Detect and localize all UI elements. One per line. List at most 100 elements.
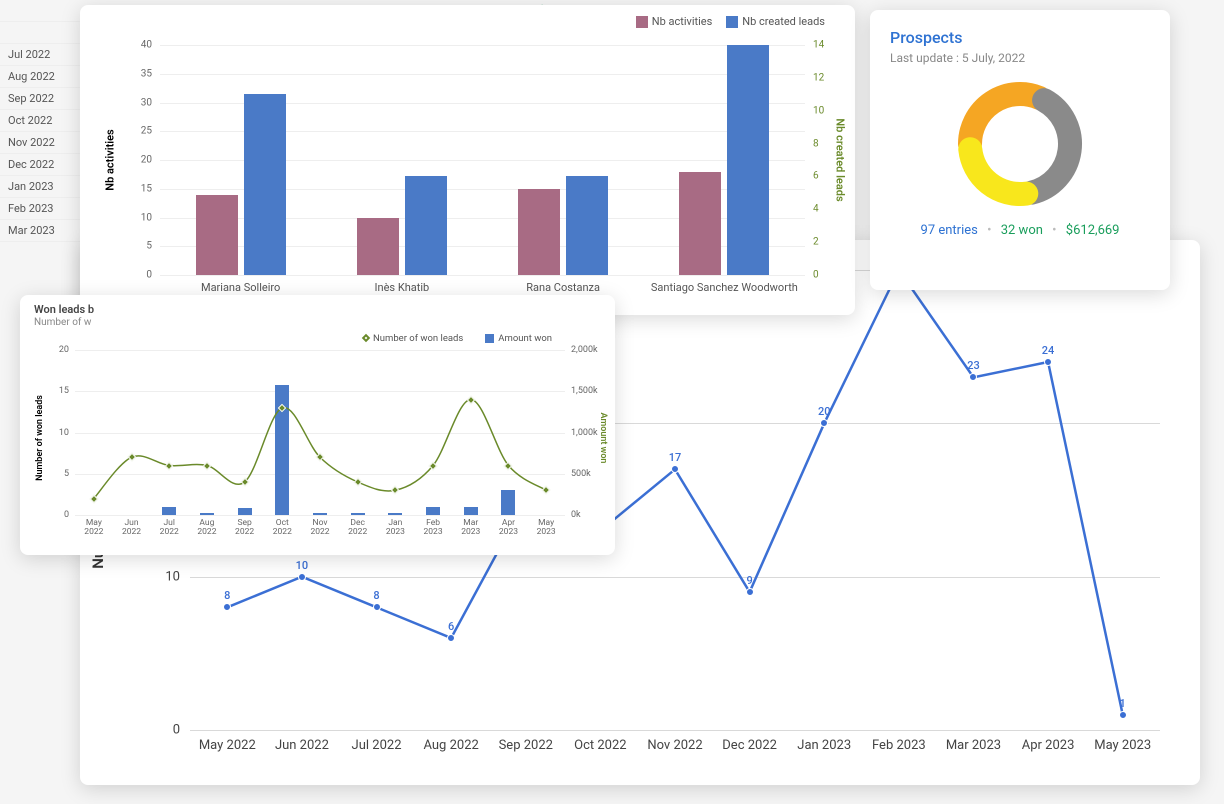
line-value-label: 20 — [818, 405, 831, 418]
ytick-right: 4 — [805, 204, 819, 215]
won-plot: 051015200k500k1,000k1,500k2,000kMay2022J… — [75, 350, 565, 515]
xtick-label: Jul2022 — [160, 515, 179, 538]
ytick-right: 14 — [805, 40, 824, 51]
bar-created-leads — [566, 176, 608, 275]
xtick-label: Sep 2022 — [499, 730, 553, 753]
xtick-label: Santiago Sanchez Woodworth — [651, 275, 798, 294]
line-value-label: 9 — [746, 574, 752, 587]
gridline — [75, 474, 565, 475]
ytick-left: 25 — [141, 126, 160, 137]
donut-segment — [970, 149, 1026, 194]
ytick: 10 — [165, 569, 190, 584]
bar-created-leads — [244, 94, 286, 275]
ytick-right: 500k — [565, 469, 591, 479]
prospects-subtitle: Last update : 5 July, 2022 — [890, 51, 1150, 65]
xtick-label: Rana Costanza — [526, 275, 600, 294]
line-value-label: 8 — [373, 589, 379, 602]
bar-amount-won — [501, 490, 515, 515]
bar-activities — [679, 172, 721, 276]
activities-ylabel-right: Nb created leads — [834, 118, 847, 201]
ytick-left: 40 — [141, 40, 160, 51]
line-point — [542, 486, 550, 494]
prospects-card: Prospects Last update : 5 July, 2022 97 … — [870, 10, 1170, 290]
line-point — [240, 478, 248, 486]
ytick-right: 12 — [805, 72, 824, 83]
prospects-title: Prospects — [890, 28, 1150, 47]
xtick-label: Feb2023 — [424, 515, 443, 538]
gridline — [75, 391, 565, 392]
line-point — [298, 573, 306, 581]
ytick-left: 5 — [64, 469, 75, 479]
ytick-right: 0k — [565, 510, 581, 520]
ytick-right: 2 — [805, 237, 819, 248]
ytick-left: 10 — [141, 212, 160, 223]
xtick-label: Sep2022 — [235, 515, 254, 538]
line-point — [969, 373, 977, 381]
ytick-right: 0 — [805, 270, 819, 281]
xtick-label: Oct 2022 — [574, 730, 626, 753]
table-cell: Sep 2022 — [0, 88, 69, 110]
ytick-left: 30 — [141, 97, 160, 108]
prospects-won: 32 won — [1001, 223, 1043, 238]
ytick-left: 10 — [59, 428, 75, 438]
table-cell: Jul 2022 — [0, 44, 69, 66]
line-value-label: 1 — [1120, 697, 1126, 710]
ytick-right: 1,500k — [565, 386, 598, 396]
xtick-label: Apr2023 — [499, 515, 518, 538]
xtick-label: Jun2022 — [122, 515, 141, 538]
line-point — [127, 453, 135, 461]
xtick-label: Jun 2022 — [275, 730, 329, 753]
won-leads-chart: Won leads b Number of w Number of won le… — [20, 295, 615, 555]
line-point — [373, 603, 381, 611]
xtick-label: Aug2022 — [197, 515, 216, 538]
legend-swatch — [726, 16, 738, 28]
legend-swatch — [485, 334, 494, 343]
line-point — [316, 453, 324, 461]
ytick: 0 — [173, 723, 190, 738]
xtick-label: Aug 2022 — [423, 730, 478, 753]
table-cell: Nov 2022 — [0, 132, 69, 154]
xtick-label: Mar 2023 — [946, 730, 1001, 753]
legend-swatch — [636, 16, 648, 28]
xtick-label: Mariana Solleiro — [201, 275, 280, 294]
bar-activities — [357, 218, 399, 276]
ytick-left: 20 — [141, 155, 160, 166]
bar-amount-won — [426, 507, 440, 515]
won-ylabel-left: Number of won leads — [35, 395, 45, 481]
xtick-label: Dec 2022 — [722, 730, 777, 753]
ytick-right: 6 — [805, 171, 819, 182]
bar-activities — [518, 189, 560, 275]
gridline — [160, 45, 805, 46]
gridline — [75, 350, 565, 351]
line-value-label: 23 — [967, 359, 980, 372]
prospects-stats: 97 entries • 32 won • $612,669 — [890, 223, 1150, 238]
line-point — [391, 486, 399, 494]
table-cell: Oct 2022 — [0, 110, 69, 132]
line-point — [1119, 711, 1127, 719]
bar-amount-won — [238, 508, 252, 515]
ytick-right: 10 — [805, 105, 824, 116]
line-point — [353, 478, 361, 486]
won-leads-subtitle: Number of w — [34, 317, 91, 328]
xtick-label: Feb 2023 — [872, 730, 926, 753]
table-cell: Mar 2023 — [0, 220, 69, 242]
line-point — [1044, 358, 1052, 366]
xtick-label: Jul 2022 — [352, 730, 402, 753]
ytick-left: 15 — [141, 183, 160, 194]
gridline — [160, 74, 805, 75]
line-point — [746, 588, 754, 596]
line-point — [165, 461, 173, 469]
xtick-label: Oct2022 — [273, 515, 292, 538]
won-leads-title: Won leads b — [34, 303, 94, 316]
legend-label: Amount won — [498, 333, 552, 344]
ytick-left: 5 — [146, 241, 160, 252]
line-point — [447, 634, 455, 642]
xtick-label: May 2023 — [1094, 730, 1151, 753]
xtick-label: Jan2023 — [386, 515, 405, 538]
line-value-label: 6 — [448, 620, 454, 633]
table-cell: Feb 2023 — [0, 198, 69, 220]
activities-legend: Nb activitiesNb created leads — [622, 15, 825, 28]
xtick-label: May2023 — [537, 515, 556, 538]
xtick-label: May2022 — [84, 515, 103, 538]
xtick-label: May 2022 — [199, 730, 256, 753]
